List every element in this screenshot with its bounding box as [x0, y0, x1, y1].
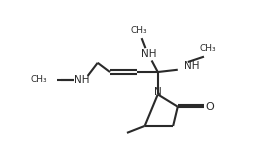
Text: CH₃: CH₃: [131, 26, 148, 35]
Text: N: N: [154, 87, 162, 97]
Text: NH: NH: [184, 61, 199, 71]
Text: NH: NH: [74, 75, 89, 85]
Text: CH₃: CH₃: [30, 75, 47, 84]
Text: CH₃: CH₃: [199, 44, 216, 53]
Text: O: O: [205, 102, 214, 112]
Text: NH: NH: [141, 49, 156, 59]
